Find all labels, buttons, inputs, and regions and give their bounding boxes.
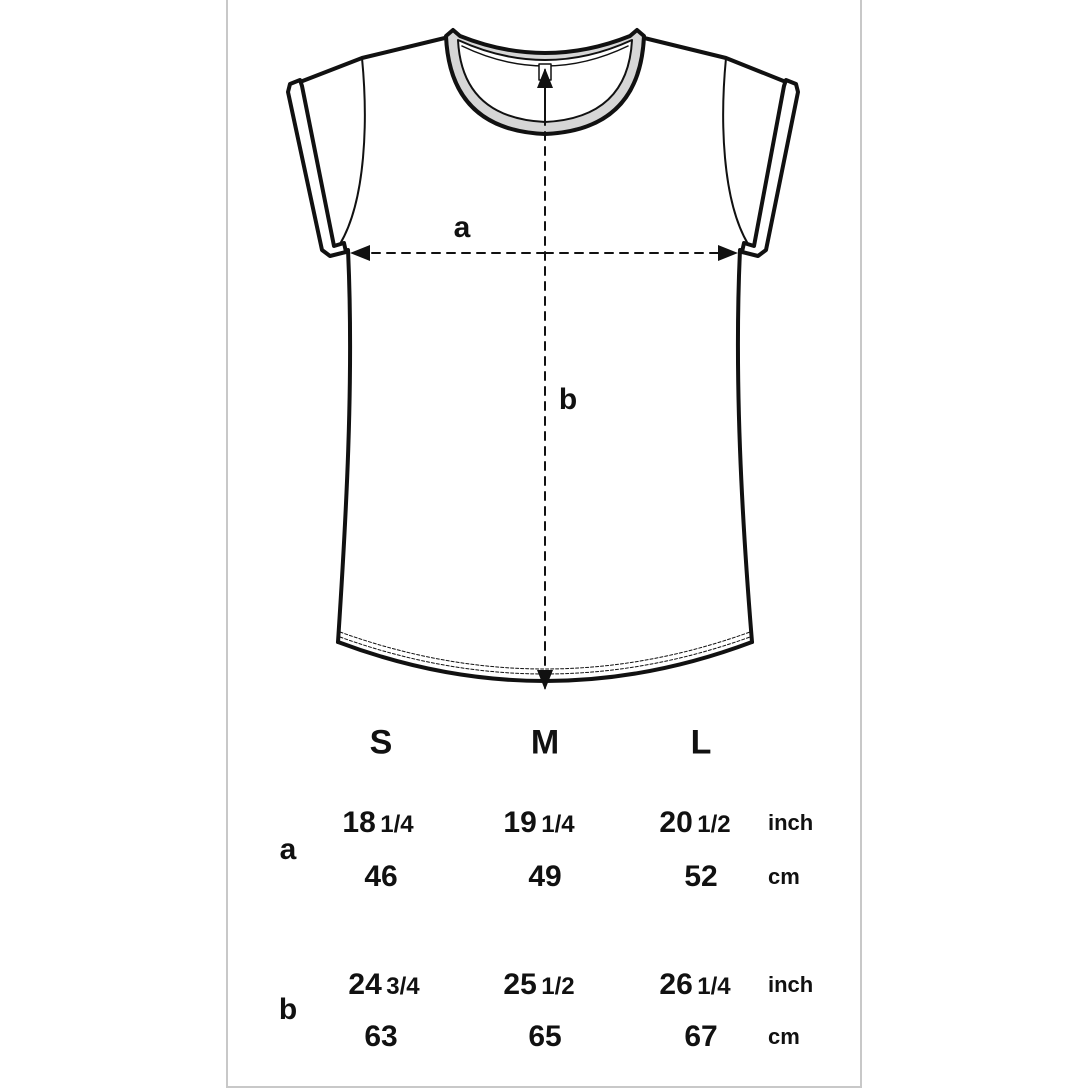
left-side — [336, 248, 353, 644]
size-header-l: L — [690, 723, 712, 762]
cell-b-s-cm: 63 — [364, 1020, 398, 1053]
right-sleeve-seam — [722, 57, 749, 245]
row-label-b: b — [278, 993, 298, 1026]
left-sleeve-cuff — [286, 78, 348, 258]
size-header-s: S — [369, 723, 393, 762]
unit-cm: cm — [768, 1024, 800, 1049]
size-header-m: M — [530, 723, 560, 762]
right-sleeve-cuff — [740, 78, 800, 258]
cell-a-l-cm: 52 — [684, 860, 718, 893]
label-b: b — [558, 383, 578, 416]
cell-b-m-inch: 25 1/2 — [503, 968, 575, 1001]
row-label-a: a — [279, 833, 297, 866]
left-sleeve-seam — [339, 57, 366, 245]
cell-b-l-inch: 26 1/4 — [659, 968, 731, 1001]
cell-a-s-inch: 18 1/4 — [342, 806, 414, 839]
cell-a-m-inch: 19 1/4 — [503, 806, 575, 839]
tshirt-diagram — [286, 28, 800, 690]
frame-border — [226, 0, 862, 1088]
right-side — [735, 248, 754, 644]
cell-b-l-cm: 67 — [684, 1020, 718, 1053]
cell-b-s-inch: 24 3/4 — [348, 968, 420, 1001]
cell-b-m-cm: 65 — [528, 1020, 562, 1053]
cell-a-l-inch: 20 1/2 — [659, 806, 731, 839]
unit-cm: cm — [768, 864, 800, 889]
cell-a-m-cm: 49 — [528, 860, 562, 893]
cell-a-s-cm: 46 — [364, 860, 398, 893]
unit-inch: inch — [768, 810, 814, 835]
label-a: a — [453, 211, 471, 244]
unit-inch: inch — [768, 972, 814, 997]
